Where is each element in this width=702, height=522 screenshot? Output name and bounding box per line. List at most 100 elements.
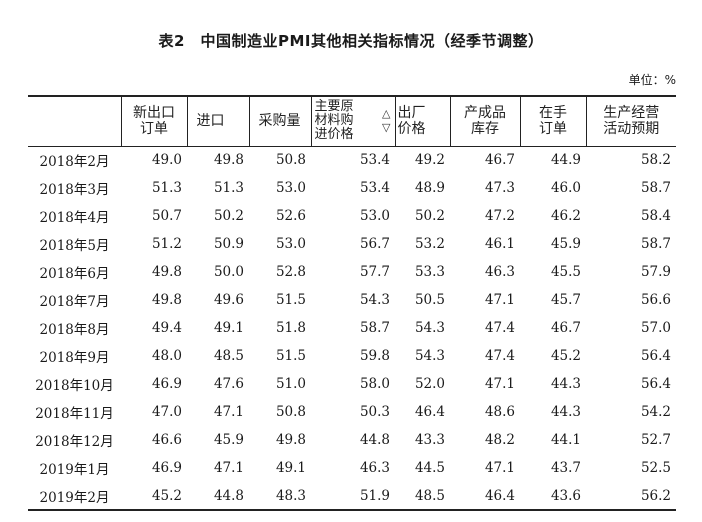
row-month-cell: 2019年2月 xyxy=(28,482,121,511)
value-cell: 48.5 xyxy=(395,482,450,511)
header-cell-backlog-orders: 在手 订单 xyxy=(519,95,586,147)
row-month-cell: 2018年6月 xyxy=(39,266,110,282)
value-cell: 49.8 xyxy=(213,152,244,169)
value-cell: 47.1 xyxy=(484,460,515,476)
header-row: 新出口 订单 进口 采购量 主要原 材料购 进价格 △ ▽ 出厂 价格 产成品 … xyxy=(28,95,676,147)
value-cell: 46.2 xyxy=(550,208,581,224)
value-cell: 48.5 xyxy=(213,348,244,364)
value-cell: 51.5 xyxy=(275,292,306,308)
value-cell: 54.3 xyxy=(414,320,445,336)
value-cell: 47.4 xyxy=(484,320,515,336)
table-row: 2018年10月 46.9 47.6 51.0 58.0 52.0 47.1 44.3 56.4 xyxy=(28,370,676,398)
value-cell: 56.7 xyxy=(359,236,390,252)
header-cell-input-prices: 主要原 材料购 进价格 △ ▽ xyxy=(310,95,395,147)
value-cell: 58.2 xyxy=(640,152,671,169)
value-cell: 44.5 xyxy=(414,460,445,476)
value-cell: 59.8 xyxy=(359,348,390,364)
value-cell: 43.6 xyxy=(520,482,586,511)
value-cell: 46.1 xyxy=(484,236,515,252)
value-cell: 46.4 xyxy=(414,404,445,420)
row-month-cell: 2018年10月 xyxy=(35,378,114,394)
value-cell: 53.4 xyxy=(359,180,390,196)
value-cell: 49.0 xyxy=(151,152,182,169)
value-cell: 45.5 xyxy=(550,264,581,280)
value-cell: 51.8 xyxy=(275,320,306,336)
value-cell: 46.3 xyxy=(484,264,515,280)
value-cell: 58.7 xyxy=(640,236,671,252)
value-cell: 53.0 xyxy=(275,236,306,252)
value-cell: 49.6 xyxy=(213,292,244,308)
value-cell: 48.2 xyxy=(484,432,515,448)
value-cell: 43.7 xyxy=(550,460,581,476)
value-cell: 58.7 xyxy=(640,180,671,196)
table-row: 2019年2月 45.2 44.8 48.3 51.9 48.5 46.4 43.6 56.2 xyxy=(28,482,676,511)
chevron-up-icon[interactable]: △ xyxy=(382,107,391,121)
table-row: 2018年9月 48.0 48.5 51.5 59.8 54.3 47.4 45.2 56.4 xyxy=(28,342,676,370)
value-cell: 48.6 xyxy=(484,404,515,420)
value-cell: 48.0 xyxy=(151,348,182,364)
value-cell: 51.3 xyxy=(151,180,182,196)
value-cell: 50.9 xyxy=(213,236,244,252)
value-cell: 49.8 xyxy=(151,292,182,308)
chevron-down-icon[interactable]: ▽ xyxy=(382,121,391,135)
value-cell: 58.0 xyxy=(359,376,390,392)
value-cell: 47.4 xyxy=(484,348,515,364)
value-cell: 52.8 xyxy=(275,264,306,280)
value-cell: 54.3 xyxy=(359,292,390,308)
value-cell: 50.8 xyxy=(275,404,306,420)
value-cell: 56.4 xyxy=(640,376,671,392)
value-cell: 45.2 xyxy=(550,348,581,364)
value-cell: 46.3 xyxy=(359,460,390,476)
value-cell: 56.2 xyxy=(586,482,676,511)
value-cell: 54.2 xyxy=(640,404,671,420)
value-cell: 47.1 xyxy=(484,292,515,308)
value-cell: 46.9 xyxy=(151,460,182,476)
value-cell: 47.6 xyxy=(213,376,244,392)
value-cell: 44.1 xyxy=(550,432,581,448)
value-cell: 49.1 xyxy=(275,460,306,476)
value-cell: 56.4 xyxy=(640,348,671,364)
value-cell: 49.1 xyxy=(213,320,244,336)
row-month-cell: 2018年8月 xyxy=(39,322,110,338)
value-cell: 49.8 xyxy=(151,264,182,280)
value-cell: 44.3 xyxy=(550,404,581,420)
value-cell: 58.4 xyxy=(640,208,671,224)
value-cell: 57.9 xyxy=(640,264,671,280)
value-cell: 48.9 xyxy=(414,180,445,196)
row-month-cell: 2018年9月 xyxy=(39,350,110,366)
header-cell-business-expectations: 生产经营 活动预期 xyxy=(585,95,676,147)
value-cell: 45.2 xyxy=(121,482,187,511)
row-month-cell: 2018年4月 xyxy=(39,210,110,226)
value-cell: 52.6 xyxy=(275,208,306,224)
value-cell: 50.2 xyxy=(213,208,244,224)
value-cell: 50.3 xyxy=(359,404,390,420)
row-month-cell: 2019年1月 xyxy=(39,462,110,478)
row-month-cell: 2018年2月 xyxy=(39,154,110,171)
header-cell-new-export-orders: 新出口 订单 xyxy=(120,95,187,147)
header-cell-imports: 进口 xyxy=(186,95,249,147)
value-cell: 46.7 xyxy=(484,152,515,169)
table-row: 2018年5月 51.2 50.9 53.0 56.7 53.2 46.1 45.9 58.7 xyxy=(28,230,676,258)
row-month-cell: 2018年12月 xyxy=(35,434,114,450)
value-cell: 46.6 xyxy=(151,432,182,448)
header-scroll-control[interactable]: △ ▽ xyxy=(382,107,390,135)
value-cell: 50.5 xyxy=(414,292,445,308)
value-cell: 51.0 xyxy=(275,376,306,392)
value-cell: 51.2 xyxy=(151,236,182,252)
unit-label: 单位：% xyxy=(628,73,676,87)
value-cell: 53.0 xyxy=(275,180,306,196)
value-cell: 46.9 xyxy=(151,376,182,392)
value-cell: 53.4 xyxy=(359,152,390,169)
value-cell: 49.2 xyxy=(414,152,445,169)
value-cell: 48.3 xyxy=(249,482,311,511)
value-cell: 50.0 xyxy=(213,264,244,280)
value-cell: 50.8 xyxy=(275,152,306,169)
value-cell: 44.9 xyxy=(550,152,581,169)
row-month-cell: 2018年3月 xyxy=(39,182,110,198)
value-cell: 57.0 xyxy=(640,320,671,336)
table-row: 2018年2月 49.0 49.8 50.8 53.4 49.2 46.7 44.9 58.2 xyxy=(28,146,676,174)
header-cell-ex-factory-prices: 出厂 价格 xyxy=(394,95,450,147)
value-cell: 45.9 xyxy=(550,236,581,252)
table-row: 2018年3月 51.3 51.3 53.0 53.4 48.9 47.3 46.0 58.7 xyxy=(28,174,676,202)
value-cell: 47.1 xyxy=(484,376,515,392)
